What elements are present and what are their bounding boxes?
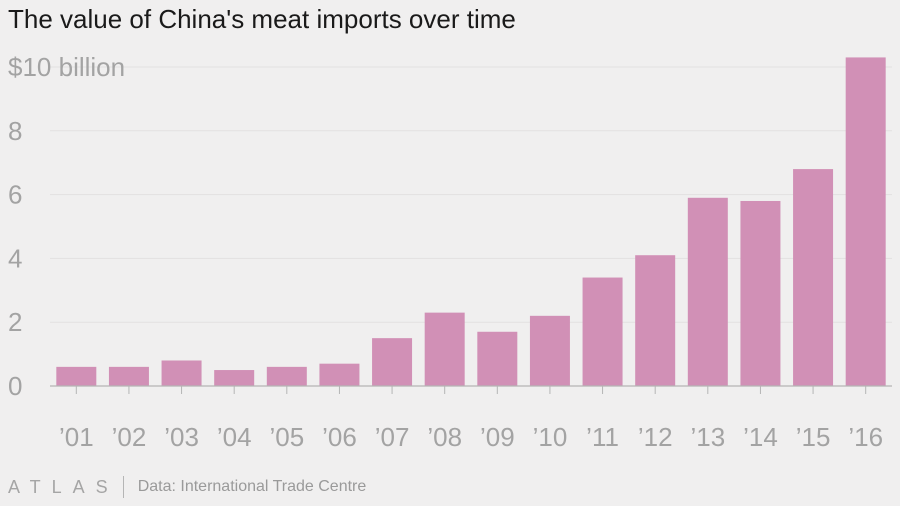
- y-tick-label: 0: [8, 371, 22, 401]
- x-tick-label: ’08: [427, 422, 462, 452]
- bar: [214, 370, 255, 386]
- bar: [793, 169, 834, 386]
- bar: [635, 255, 676, 386]
- y-tick-label: 2: [8, 307, 22, 337]
- x-tick-label: ’15: [796, 422, 831, 452]
- x-tick-label: ’03: [164, 422, 199, 452]
- data-source: Data: International Trade Centre: [137, 478, 367, 495]
- x-tick-label: ’02: [112, 422, 147, 452]
- bar: [529, 315, 570, 386]
- bar: [424, 312, 465, 386]
- atlas-logo: ATLAS: [8, 476, 119, 497]
- bar: [266, 366, 307, 386]
- bar: [108, 366, 149, 386]
- y-tick-label: $10 billion: [8, 52, 125, 82]
- footer: ATLAS Data: International Trade Centre: [8, 476, 366, 498]
- x-tick-label: ’07: [375, 422, 410, 452]
- bar: [56, 366, 97, 386]
- x-tick-label: ’13: [690, 422, 725, 452]
- chart-title: The value of China's meat imports over t…: [8, 4, 516, 34]
- x-axis: ’01 ’02 ’03 ’04 ’05 ’06 ’07 ’08 ’09 ’10 ’11 ’12 ’13 ’…: [50, 385, 892, 452]
- x-tick-label: ’16: [848, 422, 883, 452]
- x-tick-label: ’11: [586, 422, 619, 452]
- bar: [687, 197, 728, 386]
- bar: [845, 57, 886, 387]
- x-tick-label: ’10: [533, 422, 568, 452]
- bar: [372, 338, 413, 386]
- x-tick-label: ’01: [59, 422, 94, 452]
- x-tick-label: ’14: [743, 422, 778, 452]
- footer-divider: [122, 476, 124, 498]
- bar: [161, 360, 202, 386]
- x-tick-label: ’05: [269, 422, 304, 452]
- x-tick-label: ’06: [322, 422, 357, 452]
- y-tick-labels: 0 2 4 6 8 $10 billion: [8, 52, 125, 401]
- y-tick-label: 6: [8, 180, 22, 210]
- bars: [56, 57, 886, 387]
- x-tick-label: ’04: [217, 422, 252, 452]
- bar: [477, 331, 518, 386]
- x-tick-label: ’12: [638, 422, 673, 452]
- y-tick-label: 4: [8, 243, 22, 273]
- x-tick-label: ’09: [480, 422, 515, 452]
- bar: [582, 277, 623, 386]
- y-tick-label: 8: [8, 116, 22, 146]
- bar: [740, 200, 781, 386]
- bar: [319, 363, 360, 386]
